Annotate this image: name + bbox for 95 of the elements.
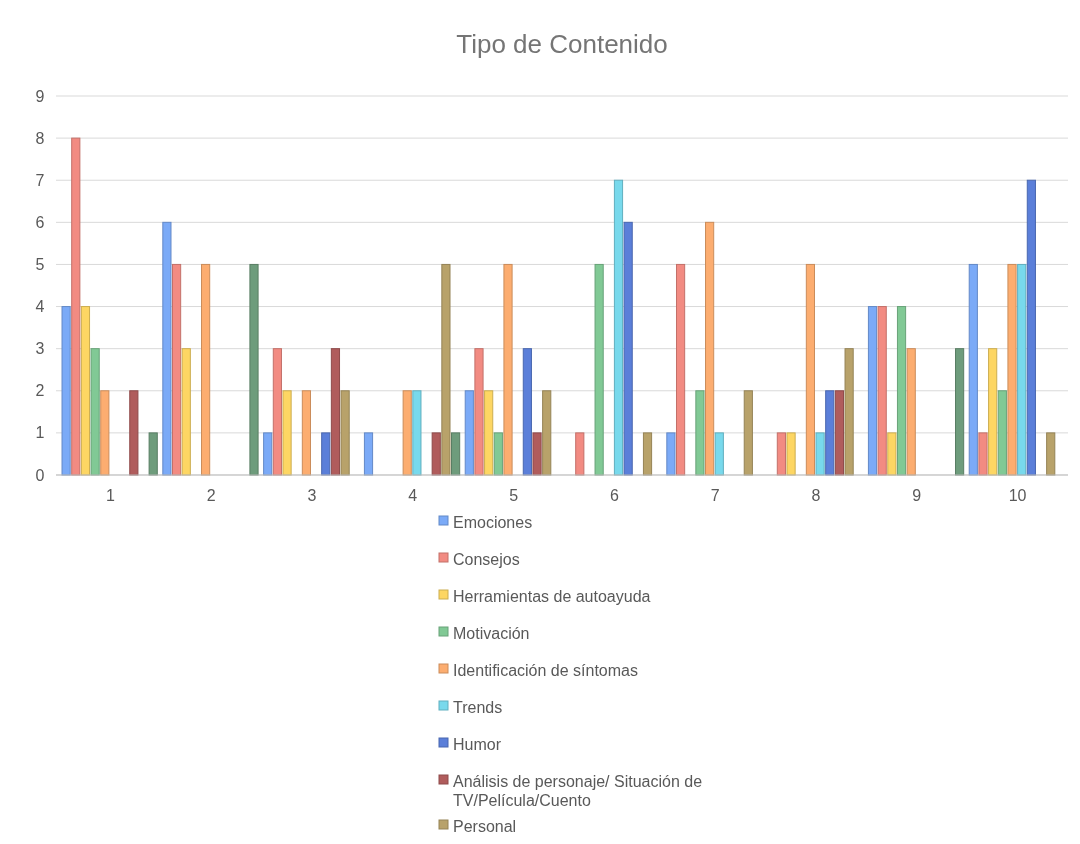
legend-label: Trends [453,698,503,716]
bar [675,263,686,476]
bar [896,306,907,476]
bar [705,221,715,476]
bar [412,390,422,476]
bar [162,221,172,476]
x-tick-label: 4 [408,487,418,504]
bar [201,263,211,476]
bar [330,348,341,476]
bar [484,390,494,476]
legend-label: Análisis de personaje/ Situación de TV/Película/Cuento [453,772,703,809]
bar [340,390,350,476]
bar [249,263,259,476]
y-tick-label: 0 [35,466,45,484]
legend-label: Personal [453,817,517,835]
bar [301,390,311,476]
bar [532,432,542,476]
bar [867,306,878,476]
bar [282,390,292,476]
y-tick-label: 3 [35,340,45,358]
bar [955,348,965,476]
bar [542,390,552,476]
bar [776,432,786,476]
bar [80,306,91,476]
y-tick-label: 4 [35,298,45,316]
x-tick-label: 9 [912,487,922,504]
bar [171,263,182,476]
bar [61,306,71,476]
bar [743,390,753,476]
bar [988,348,998,476]
x-tick-label: 5 [509,487,519,504]
bar [978,432,988,476]
legend-label: Identificación de síntomas [453,661,638,679]
bar [71,137,81,476]
bar [642,432,653,476]
bar [786,432,796,476]
y-tick-label: 5 [35,256,45,274]
bar [522,348,532,476]
x-tick-label: 10 [1008,487,1027,504]
bar [363,432,374,476]
legend-label: Herramientas de autoayuda [453,587,651,605]
x-tick-label: 2 [206,487,216,504]
bar [100,390,110,476]
legend-label: Emociones [453,513,533,531]
x-tick-label: 3 [307,487,317,504]
bar [623,221,633,476]
bar [263,432,273,476]
bar [441,263,451,476]
bar [1046,432,1056,476]
chart-title: Tipo de Contenido [456,29,668,59]
bar [613,179,624,476]
bar [474,348,484,476]
bar [906,348,916,476]
x-tick-label: 6 [609,487,619,504]
bar [805,263,815,476]
bar [90,348,100,476]
bar [181,348,191,476]
bar [575,432,585,476]
x-tick-label: 1 [105,487,115,504]
bar [321,432,331,476]
bar [887,432,897,476]
bar [431,432,441,476]
bar [1007,263,1017,476]
x-tick-label: 7 [710,487,720,504]
bar [815,432,825,476]
bar [503,263,513,476]
bar [666,432,676,476]
legend-label: Humor [453,735,502,753]
y-tick-label: 1 [35,424,45,442]
y-tick-label: 2 [35,382,45,400]
legend-label: Consejos [453,550,520,568]
bar [1026,179,1036,476]
bar [451,432,461,476]
y-tick-label: 7 [35,171,45,189]
bar [1017,263,1027,476]
bar [464,390,474,476]
bar [844,348,854,476]
bar [877,306,887,476]
bar [272,348,282,476]
bar [714,432,724,476]
bar [594,263,604,476]
legend-label: Motivación [453,624,530,642]
bar [493,432,503,476]
bar [402,390,412,476]
y-tick-label: 8 [35,129,45,147]
bar [695,390,705,476]
bar [834,390,845,476]
y-tick-label: 9 [35,87,45,105]
bar [825,390,835,476]
bar [148,432,158,476]
bar [997,390,1007,476]
bar [129,390,139,476]
x-tick-label: 8 [811,487,821,504]
bar [968,263,978,476]
y-tick-label: 6 [35,213,45,231]
